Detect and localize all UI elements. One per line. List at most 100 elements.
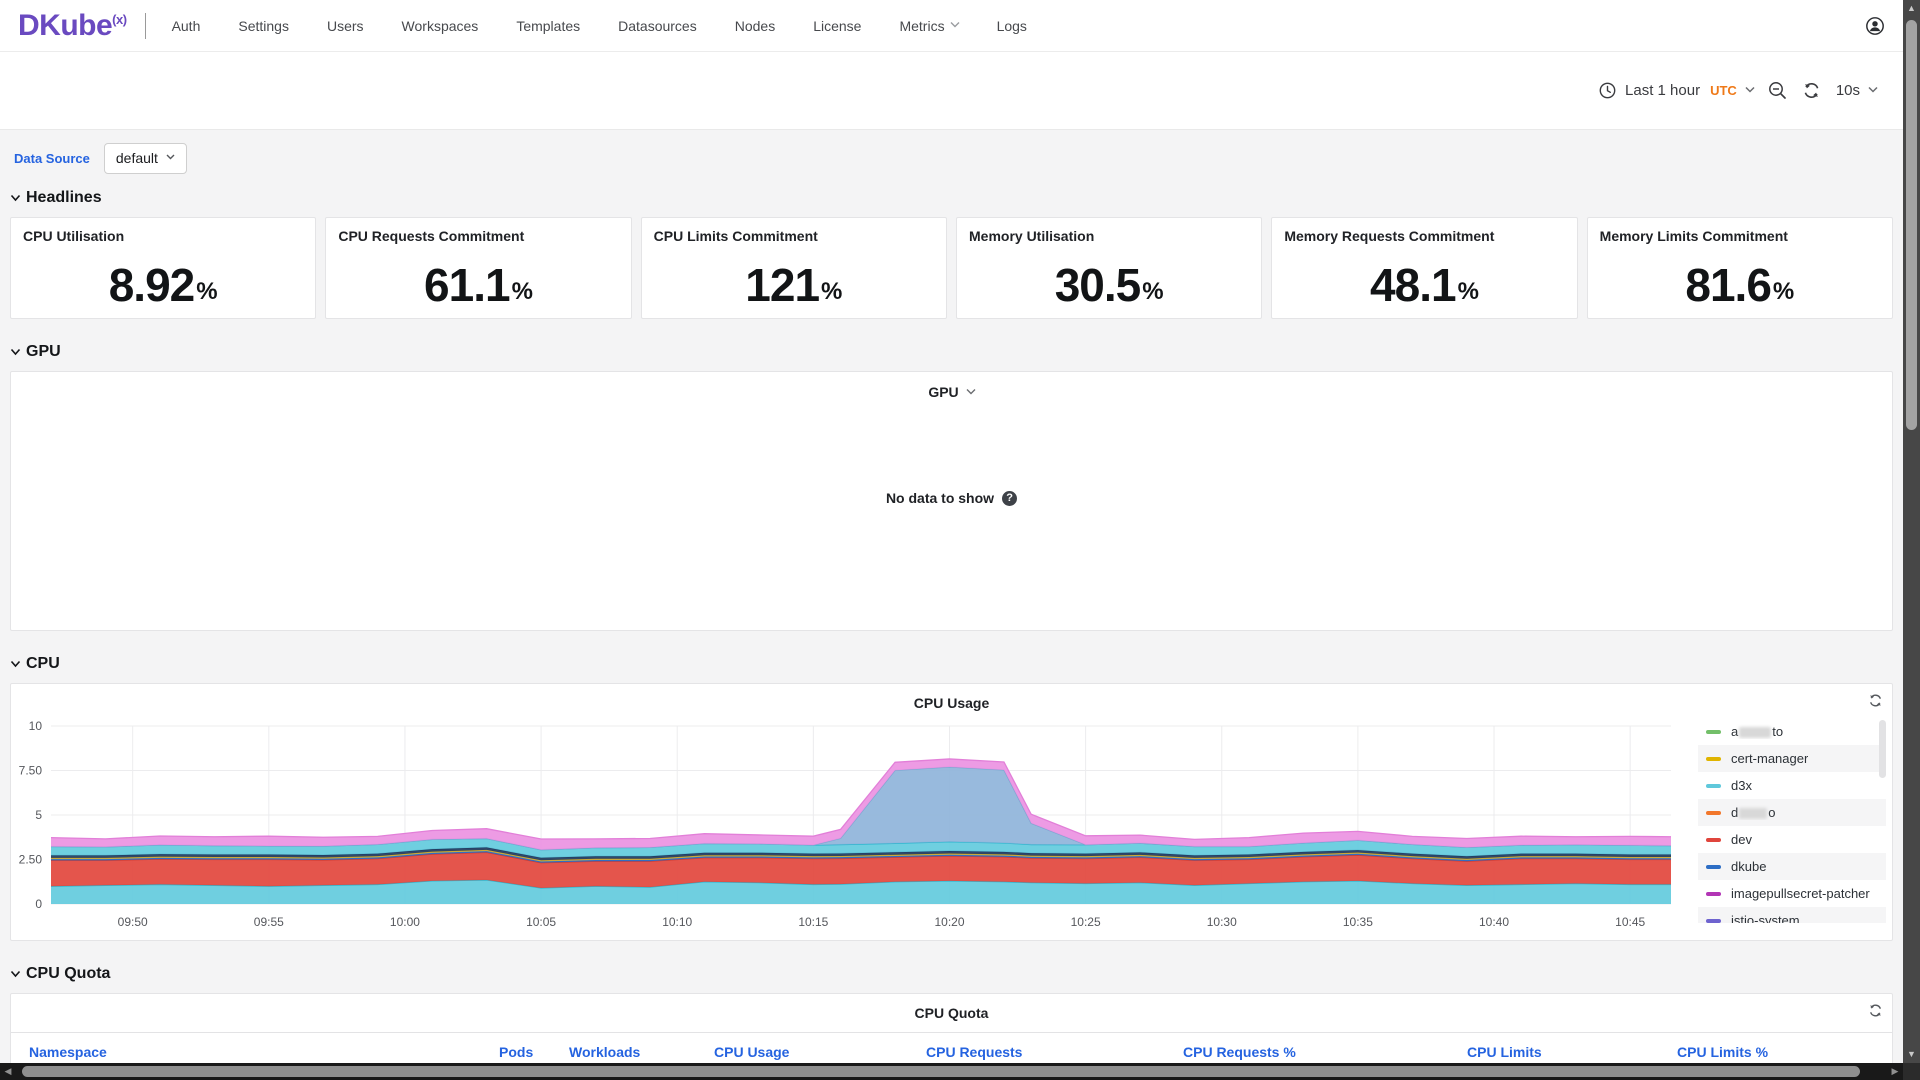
gpu-empty-state: No data to show ? [11, 490, 1892, 506]
horizontal-scrollbar[interactable]: ◀ ▶ [0, 1063, 1903, 1080]
section-header-cpu[interactable]: CPU [10, 655, 1893, 673]
cpu-usage-chart[interactable]: 0 2.50 5 7.50 10 09:50 09:55 10:00 10:05 10:10 10:… [11, 718, 1698, 936]
area-series-blue-spike [51, 766, 1671, 850]
redacted-text [1739, 727, 1772, 739]
nav-item-templates[interactable]: Templates [516, 18, 580, 34]
nav-item-nodes[interactable]: Nodes [735, 18, 775, 34]
legend-label: cert-manager [1731, 751, 1809, 766]
horizontal-scrollbar-thumb[interactable] [22, 1066, 1860, 1077]
dkube-logo[interactable]: DKube(x) [18, 9, 127, 43]
legend-color-dash [1706, 783, 1721, 788]
legend-item-istio-system[interactable]: istio-system [1698, 907, 1886, 923]
scroll-right-arrow[interactable]: ▶ [1891, 1066, 1899, 1076]
stat-title: Memory Requests Commitment [1284, 228, 1495, 244]
headline-stats-row: CPU Utilisation 8.92% CPU Requests Commitm… [10, 217, 1893, 319]
refresh-interval-label: 10s [1835, 82, 1860, 99]
nav-item-auth[interactable]: Auth [172, 18, 201, 34]
column-header-cpu-requests[interactable]: CPU Requests [926, 1044, 1023, 1060]
column-header-pods[interactable]: Pods [499, 1044, 534, 1060]
nav-item-metrics[interactable]: Metrics [899, 18, 960, 34]
legend-item-imagepullsecret-patcher[interactable]: imagepullsecret-patcher [1698, 880, 1886, 907]
cpu-quota-panel: CPU Quota Namespace Pods Workloads CPU Usag… [10, 993, 1893, 1063]
chevron-down-icon [10, 660, 21, 669]
nav-item-workspaces[interactable]: Workspaces [402, 18, 479, 34]
svg-text:7.50: 7.50 [19, 764, 43, 778]
vertical-scrollbar[interactable]: ▲ ▼ [1903, 0, 1920, 1080]
legend-color-dash [1706, 864, 1721, 869]
datasource-label[interactable]: Data Source [14, 150, 90, 166]
zoom-out-icon[interactable] [1768, 81, 1788, 101]
vertical-scrollbar-thumb[interactable] [1906, 20, 1917, 430]
stat-unit: % [196, 278, 218, 305]
panel-refresh-icon[interactable] [1868, 1003, 1883, 1023]
nav-item-label: Templates [516, 17, 581, 34]
legend-label: imagepullsecret-patcher [1731, 886, 1870, 901]
legend-item-dev[interactable]: dev [1698, 826, 1886, 853]
datasource-select[interactable]: default [103, 142, 187, 174]
section-header-gpu[interactable]: GPU [10, 343, 1893, 361]
nav-item-license[interactable]: License [813, 18, 861, 34]
scroll-left-arrow[interactable]: ◀ [4, 1066, 12, 1076]
panel-refresh-icon[interactable] [1868, 693, 1883, 713]
svg-text:10:35: 10:35 [1343, 915, 1373, 929]
help-icon[interactable]: ? [1002, 490, 1018, 506]
section-title: CPU [26, 655, 60, 672]
scroll-up-arrow[interactable]: ▲ [1907, 3, 1916, 13]
legend-item-dkube[interactable]: dkube [1698, 853, 1886, 880]
stat-panel-memory-limits-commitment: Memory Limits Commitment 81.6% [1586, 217, 1893, 319]
scrollbar-corner [1903, 1063, 1920, 1080]
legend-color-dash [1706, 918, 1721, 923]
dashboard-content: Data Source default Headlines CPU Utilis… [0, 130, 1903, 1063]
legend-item-d3x[interactable]: d3x [1698, 772, 1886, 799]
chevron-down-icon [10, 348, 21, 357]
stat-value: 81.6 [1685, 259, 1772, 311]
refresh-icon[interactable] [1802, 81, 1822, 101]
stat-title: CPU Requests Commitment [338, 228, 525, 244]
column-header-cpu-usage[interactable]: CPU Usage [714, 1044, 790, 1060]
chevron-down-icon [166, 154, 175, 163]
stat-panel-cpu-utilisation: CPU Utilisation 8.92% [10, 217, 317, 319]
section-header-headlines[interactable]: Headlines [10, 189, 1893, 207]
stat-unit: % [1772, 278, 1795, 305]
stat-unit: % [821, 278, 843, 305]
column-header-cpu-limits-pct[interactable]: CPU Limits % [1677, 1044, 1769, 1060]
svg-text:10:30: 10:30 [1207, 915, 1237, 929]
svg-text:10:25: 10:25 [1071, 915, 1101, 929]
section-title: CPU Quota [26, 965, 111, 982]
legend-item-a-to[interactable]: a to [1698, 718, 1886, 745]
chevron-down-icon [10, 194, 21, 203]
nav-divider [144, 12, 146, 39]
nav-item-settings[interactable]: Settings [238, 18, 289, 34]
refresh-interval-select[interactable]: 10s [1835, 82, 1878, 99]
chevron-down-icon [1745, 86, 1755, 95]
nav-item-label: Settings [238, 17, 289, 34]
user-account-icon[interactable] [1865, 16, 1885, 36]
nav-item-users[interactable]: Users [327, 18, 364, 34]
time-range-picker[interactable]: Last 1 hour UTC [1597, 81, 1755, 101]
cpu-usage-chart-svg: 0 2.50 5 7.50 10 09:50 09:55 10:00 10:05 10:10 10:… [19, 719, 1672, 929]
svg-text:10:40: 10:40 [1479, 915, 1509, 929]
stat-title: CPU Utilisation [23, 228, 125, 244]
section-header-cpu-quota[interactable]: CPU Quota [10, 965, 1893, 983]
legend-item-cert-manager[interactable]: cert-manager [1698, 745, 1886, 772]
svg-text:10:45: 10:45 [1615, 915, 1645, 929]
clock-icon [1597, 81, 1617, 101]
stat-panel-memory-utilisation: Memory Utilisation 30.5% [956, 217, 1263, 319]
nav-item-datasources[interactable]: Datasources [618, 18, 697, 34]
column-header-cpu-limits[interactable]: CPU Limits [1467, 1044, 1542, 1060]
legend-color-dash [1706, 891, 1721, 896]
legend-label: dev [1731, 832, 1752, 847]
scroll-down-arrow[interactable]: ▼ [1907, 1049, 1916, 1059]
chevron-down-icon [950, 21, 960, 30]
nav-item-logs[interactable]: Logs [997, 18, 1027, 34]
gpu-panel-title-dropdown[interactable]: GPU [11, 384, 1892, 400]
legend-label: istio-system [1731, 913, 1800, 923]
svg-text:10:10: 10:10 [662, 915, 692, 929]
column-header-cpu-requests-pct[interactable]: CPU Requests % [1183, 1044, 1296, 1060]
column-header-workloads[interactable]: Workloads [569, 1044, 641, 1060]
nav-items: Auth Settings Users Workspaces Templates Data… [172, 18, 1027, 34]
column-header-namespace[interactable]: Namespace [29, 1044, 107, 1060]
legend-scrollbar[interactable] [1879, 720, 1886, 778]
